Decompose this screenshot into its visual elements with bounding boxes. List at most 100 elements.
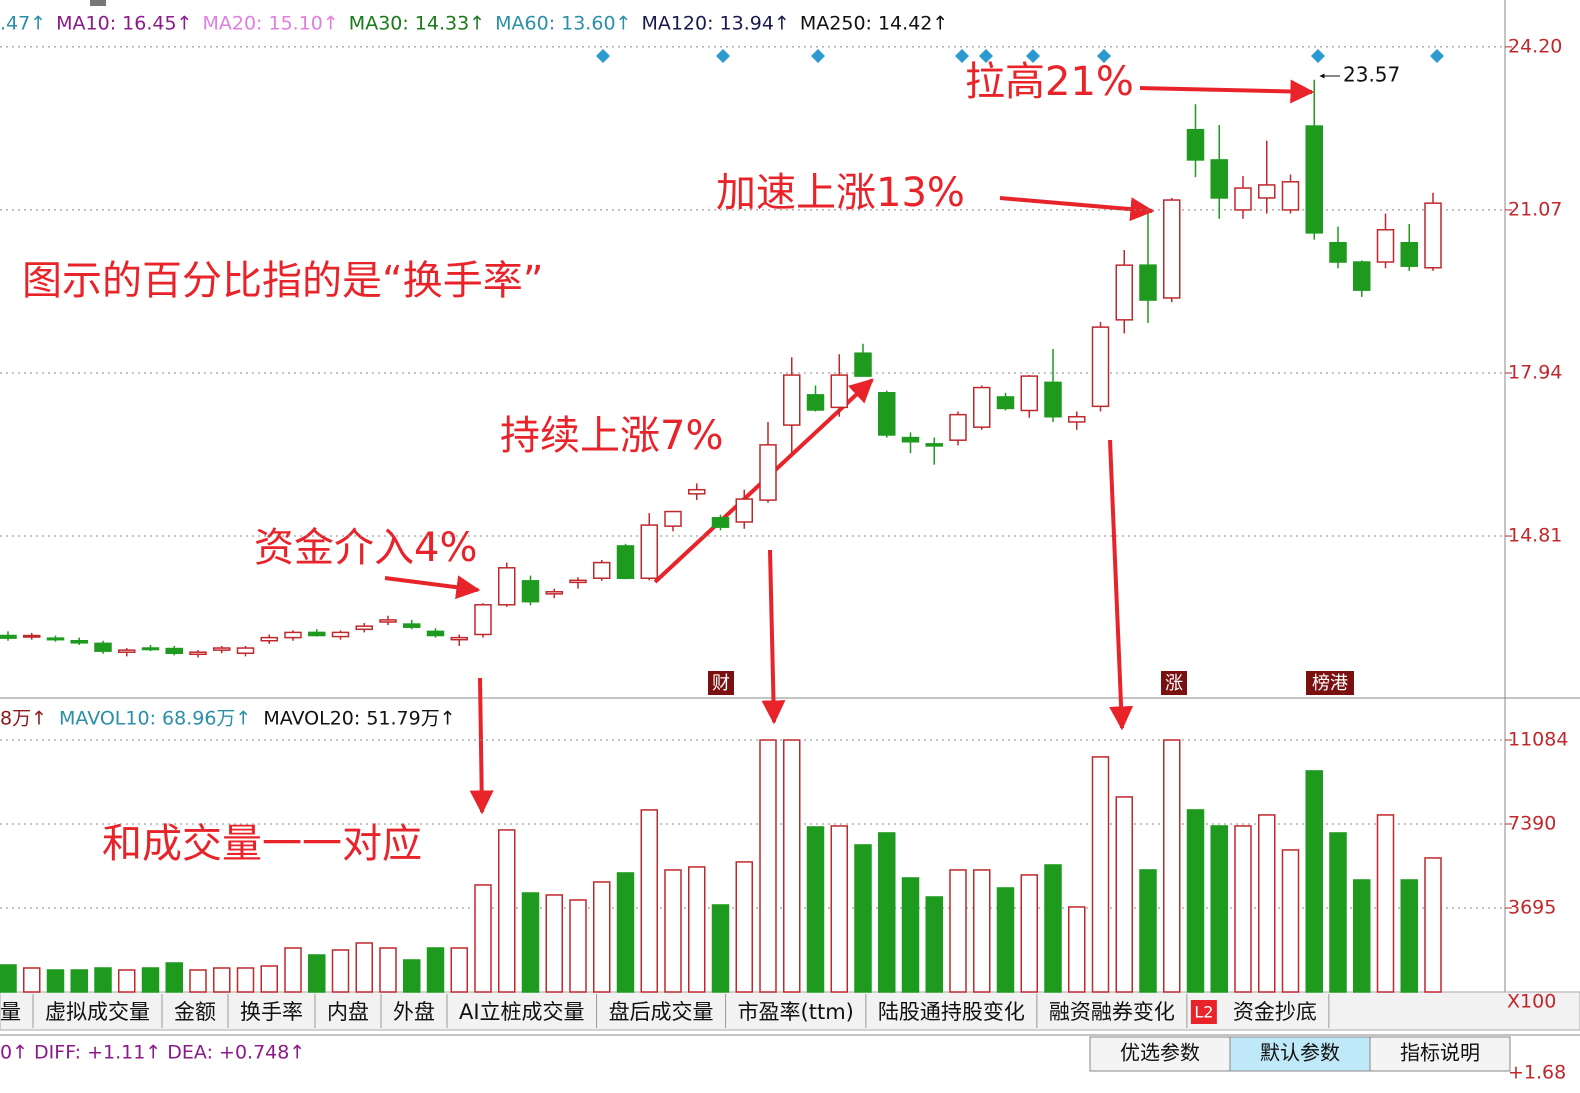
candle-body — [1020, 375, 1038, 412]
tab[interactable]: 融资融券变化 — [1049, 1000, 1175, 1024]
tab[interactable]: 外盘 — [393, 1000, 435, 1024]
volume-bar — [23, 967, 41, 993]
scroll-marker — [90, 0, 106, 6]
volume-bar — [1163, 739, 1181, 993]
volume-bar — [1424, 857, 1442, 993]
candle-body — [498, 567, 516, 606]
volume-bar — [450, 947, 468, 993]
volume-bar — [474, 884, 492, 993]
tab[interactable]: 金额 — [174, 1000, 216, 1024]
candle-body — [450, 636, 468, 641]
volume-bar — [901, 877, 920, 993]
vol-unit: X100 — [1507, 991, 1556, 1013]
candle-body — [830, 374, 848, 409]
candle-body — [213, 647, 231, 651]
candle-body — [165, 647, 183, 654]
candle-body — [0, 634, 17, 639]
candle-body — [783, 374, 801, 426]
button[interactable]: 默认参数 — [1260, 1041, 1340, 1065]
y-tick-label: 14.81 — [1508, 525, 1562, 547]
volume-bar — [118, 969, 136, 993]
volume-bar — [1353, 879, 1371, 993]
volume-bar — [996, 887, 1015, 993]
volume-bar — [806, 826, 825, 993]
vol-legend: 8万↑ — [0, 708, 47, 730]
volume-bar — [308, 954, 326, 993]
tab[interactable]: 市盈率(ttm) — [738, 1000, 854, 1024]
volume-bar — [1376, 814, 1395, 993]
info-diamonds — [596, 49, 1444, 63]
candle-body — [474, 604, 492, 636]
candle-body — [1044, 381, 1062, 418]
candle-body — [70, 639, 88, 644]
candle-body — [1234, 187, 1252, 211]
tab[interactable]: 资金抄底 — [1233, 1000, 1317, 1024]
candle-body — [925, 443, 943, 447]
candle-body — [1068, 415, 1086, 423]
volume-bar — [830, 825, 848, 993]
volume-bar — [1044, 864, 1062, 993]
volume-bar — [46, 969, 65, 993]
volume-bar — [878, 832, 896, 993]
candle-body — [521, 580, 540, 603]
annotation: 图示的百分比指的是“换手率” — [22, 258, 543, 304]
tab[interactable]: 盘后成交量 — [609, 1000, 714, 1024]
candle-body — [308, 631, 326, 637]
volume-bar — [1186, 809, 1205, 993]
candle-body — [688, 488, 706, 495]
candle-body — [260, 636, 278, 642]
candle-body — [854, 352, 872, 377]
y-tick-label: 17.94 — [1508, 361, 1562, 383]
candle-body — [569, 579, 587, 584]
tab[interactable]: 换手率 — [240, 1000, 303, 1024]
tab[interactable]: 量 — [0, 1000, 21, 1024]
button[interactable]: 指标说明 — [1400, 1041, 1480, 1065]
candle-body — [1210, 159, 1228, 199]
event-marker: 榜港 — [1312, 673, 1348, 694]
candle-body — [236, 647, 255, 654]
tab[interactable]: 虚拟成交量 — [45, 1000, 150, 1024]
ma-legend: MA10: 16.45↑ — [56, 13, 192, 35]
macd-legend: 0↑ DIFF: +1.11↑ DEA: +0.748↑ — [0, 1042, 305, 1064]
candle-body — [1186, 128, 1205, 161]
candle-body — [379, 619, 397, 623]
volume-bar — [735, 861, 753, 993]
vol-tick-label: 3695 — [1508, 896, 1556, 918]
candle-body — [331, 631, 350, 638]
volume-bar — [1400, 879, 1418, 993]
volume-bar — [260, 965, 278, 993]
annotation: 加速上涨13% — [716, 170, 965, 216]
candle-body — [284, 631, 302, 639]
volume-bar — [189, 969, 207, 993]
tab-strip: 量虚拟成交量 金额 换手率 内盘 外盘 AI立桩成交量 盘后成交量 市盈率(ttm) 陆股通持股… — [0, 994, 1330, 1028]
volume-bar — [1210, 825, 1228, 993]
tab[interactable]: 陆股通持股变化 — [878, 1000, 1025, 1024]
volume-bar — [1305, 770, 1323, 993]
high-label: 23.57 — [1343, 63, 1400, 87]
ma-legend: .47↑ — [0, 13, 46, 35]
volume-bar — [426, 947, 445, 993]
candle-body — [1258, 184, 1276, 199]
ma-legend: MA120: 13.94↑ — [641, 13, 789, 35]
volume-bar — [664, 869, 682, 993]
candle-body — [355, 625, 373, 631]
volume-bar — [498, 829, 516, 993]
volume-bar — [711, 904, 730, 993]
y-tick-label: 24.20 — [1508, 35, 1562, 57]
volume-bar — [331, 949, 350, 993]
volume-bar — [1329, 832, 1347, 993]
button[interactable]: 优选参数 — [1120, 1041, 1200, 1065]
candle-body — [901, 436, 920, 443]
vol-legend: MAVOL20: 51.79万↑ — [263, 708, 455, 730]
volume-bar — [783, 739, 801, 993]
tab-badge-label: L2 — [1194, 1003, 1213, 1022]
tab[interactable]: 内盘 — [327, 1000, 369, 1024]
candle-body — [1353, 261, 1371, 291]
annotation: 持续上涨7% — [500, 413, 723, 459]
tab[interactable]: AI立桩成交量 — [459, 1000, 585, 1024]
volume-bar — [1281, 849, 1300, 993]
volume-bar — [521, 892, 540, 993]
volume-bar — [165, 962, 183, 993]
candle-body — [189, 651, 207, 656]
volume-bar — [1258, 814, 1276, 993]
